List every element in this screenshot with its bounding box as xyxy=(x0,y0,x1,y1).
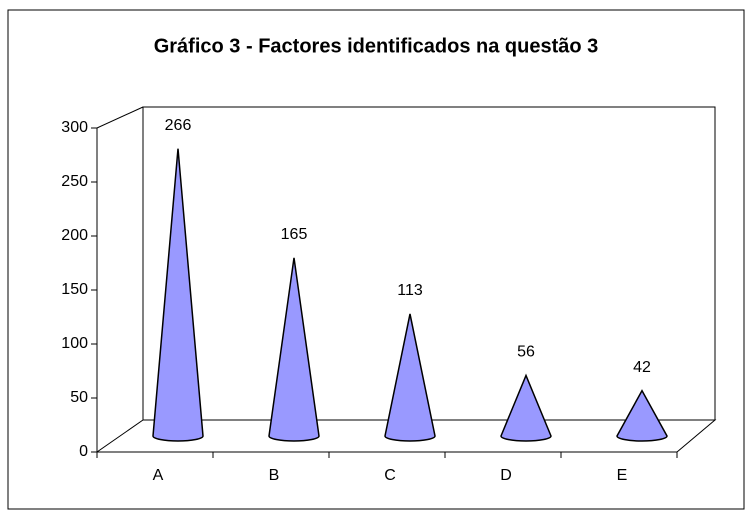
value-label: 266 xyxy=(165,117,192,134)
y-tick-label: 50 xyxy=(70,389,88,406)
cone xyxy=(616,389,668,442)
value-label: 113 xyxy=(397,282,423,299)
cone xyxy=(152,148,204,442)
y-tick-label: 100 xyxy=(61,335,88,352)
x-tick-label: D xyxy=(500,467,512,484)
x-tick-label: B xyxy=(269,467,280,484)
y-tick-label: 150 xyxy=(61,281,88,298)
value-label: 42 xyxy=(633,359,651,376)
y-tick-label: 200 xyxy=(61,227,88,244)
cone xyxy=(268,257,320,442)
cone xyxy=(384,313,436,442)
back-wall xyxy=(142,106,716,421)
value-label: 56 xyxy=(517,344,535,361)
x-tick-label: A xyxy=(153,467,164,484)
cone xyxy=(500,373,552,442)
y-tick-label: 300 xyxy=(61,119,88,136)
y-tick-label: 0 xyxy=(79,443,88,460)
side-wall-top xyxy=(96,106,144,129)
x-tick-label: C xyxy=(384,467,396,484)
y-tick-label: 250 xyxy=(61,173,88,190)
x-tick-label: E xyxy=(617,467,628,484)
chart-title: Gráfico 3 - Factores identificados na qu… xyxy=(154,35,599,57)
value-label: 165 xyxy=(281,226,308,243)
